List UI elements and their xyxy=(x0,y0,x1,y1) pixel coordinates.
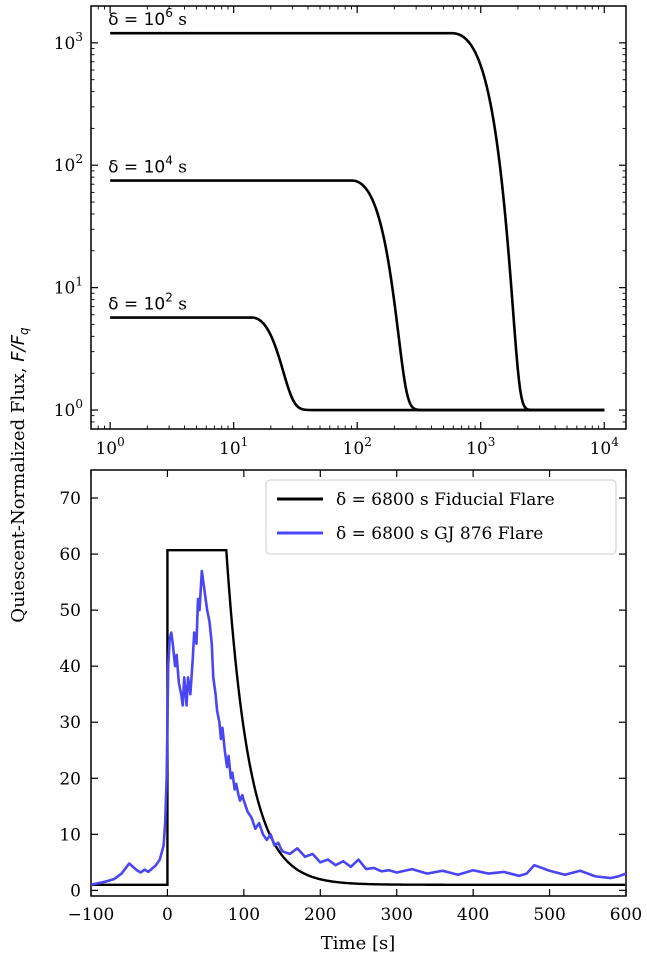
top-y-tick-label: 100 xyxy=(54,397,83,421)
bottom-x-tick-label: 600 xyxy=(610,905,642,925)
bottom-series xyxy=(90,548,627,887)
legend-box xyxy=(265,479,617,555)
bottom-y-tick-label: 10 xyxy=(59,825,81,845)
bottom-x-tick-label: 100 xyxy=(228,905,260,925)
top-series xyxy=(110,31,605,412)
top-series-annotation-1: δ = 104 s xyxy=(108,154,187,178)
top-ticks: 100 101 102 103 104 100 101 102 103 xyxy=(54,5,626,459)
top-series-line-1 xyxy=(110,179,605,412)
bottom-x-tick-label: 300 xyxy=(380,905,412,925)
bottom-y-tick-label: 30 xyxy=(59,713,81,733)
top-annotations: δ = 102 s δ = 104 s δ = 106 s xyxy=(108,6,187,314)
top-series-annotation-0: δ = 102 s xyxy=(108,291,187,315)
bottom-x-tick-label: 200 xyxy=(304,905,336,925)
legend-label-fiducial: δ = 6800 s Fiducial Flare xyxy=(336,490,555,510)
bottom-x-tick-label: 500 xyxy=(533,905,565,925)
bottom-x-tick-label: 0 xyxy=(162,905,173,925)
top-series-line-0 xyxy=(110,316,605,412)
top-x-tick-label: 100 xyxy=(95,435,124,459)
top-x-tick-label: 104 xyxy=(590,435,620,459)
bottom-series-fiducial-line xyxy=(91,548,626,886)
top-y-tick-label: 101 xyxy=(54,275,83,299)
legend-label-gj876: δ = 6800 s GJ 876 Flare xyxy=(336,524,543,544)
bottom-y-tick-label: 70 xyxy=(59,489,81,509)
top-series-annotation-2: δ = 106 s xyxy=(108,6,187,30)
top-plot-frame xyxy=(90,5,627,430)
top-y-tick-label: 103 xyxy=(54,30,83,54)
bottom-ticks: −100 0 100 200 300 400 500 600 0 10 20 30 40 50 60 70 xyxy=(59,470,642,925)
bottom-series-gj876-line xyxy=(90,569,627,887)
top-x-tick-label: 101 xyxy=(219,435,248,459)
bottom-y-tick-label: 0 xyxy=(70,881,81,901)
bottom-y-tick-label: 50 xyxy=(59,601,81,621)
y-axis-label-text: Quiescent-Normalized Flux, xyxy=(8,367,29,622)
bottom-y-tick-label: 20 xyxy=(59,769,81,789)
bottom-x-axis-label: Time [s] xyxy=(321,933,396,954)
top-y-tick-label: 102 xyxy=(54,152,83,176)
shared-y-axis-label: Quiescent-Normalized Flux, F/Fq xyxy=(8,327,31,623)
bottom-x-tick-label: −100 xyxy=(68,905,115,925)
bottom-y-tick-label: 40 xyxy=(59,657,81,677)
bottom-y-tick-label: 60 xyxy=(59,545,81,565)
y-axis-label-math: F/Fq xyxy=(8,327,31,362)
bottom-plot-frame xyxy=(90,469,627,897)
top-series-line-2 xyxy=(110,31,605,412)
bottom-x-tick-label: 400 xyxy=(457,905,489,925)
top-x-tick-label: 102 xyxy=(343,435,372,459)
bottom-panel: −100 0 100 200 300 400 500 600 0 10 20 30 40 50 60 70 T… xyxy=(59,469,642,954)
legend: δ = 6800 s Fiducial Flare δ = 6800 s GJ … xyxy=(265,479,617,555)
top-x-tick-label: 103 xyxy=(466,435,495,459)
